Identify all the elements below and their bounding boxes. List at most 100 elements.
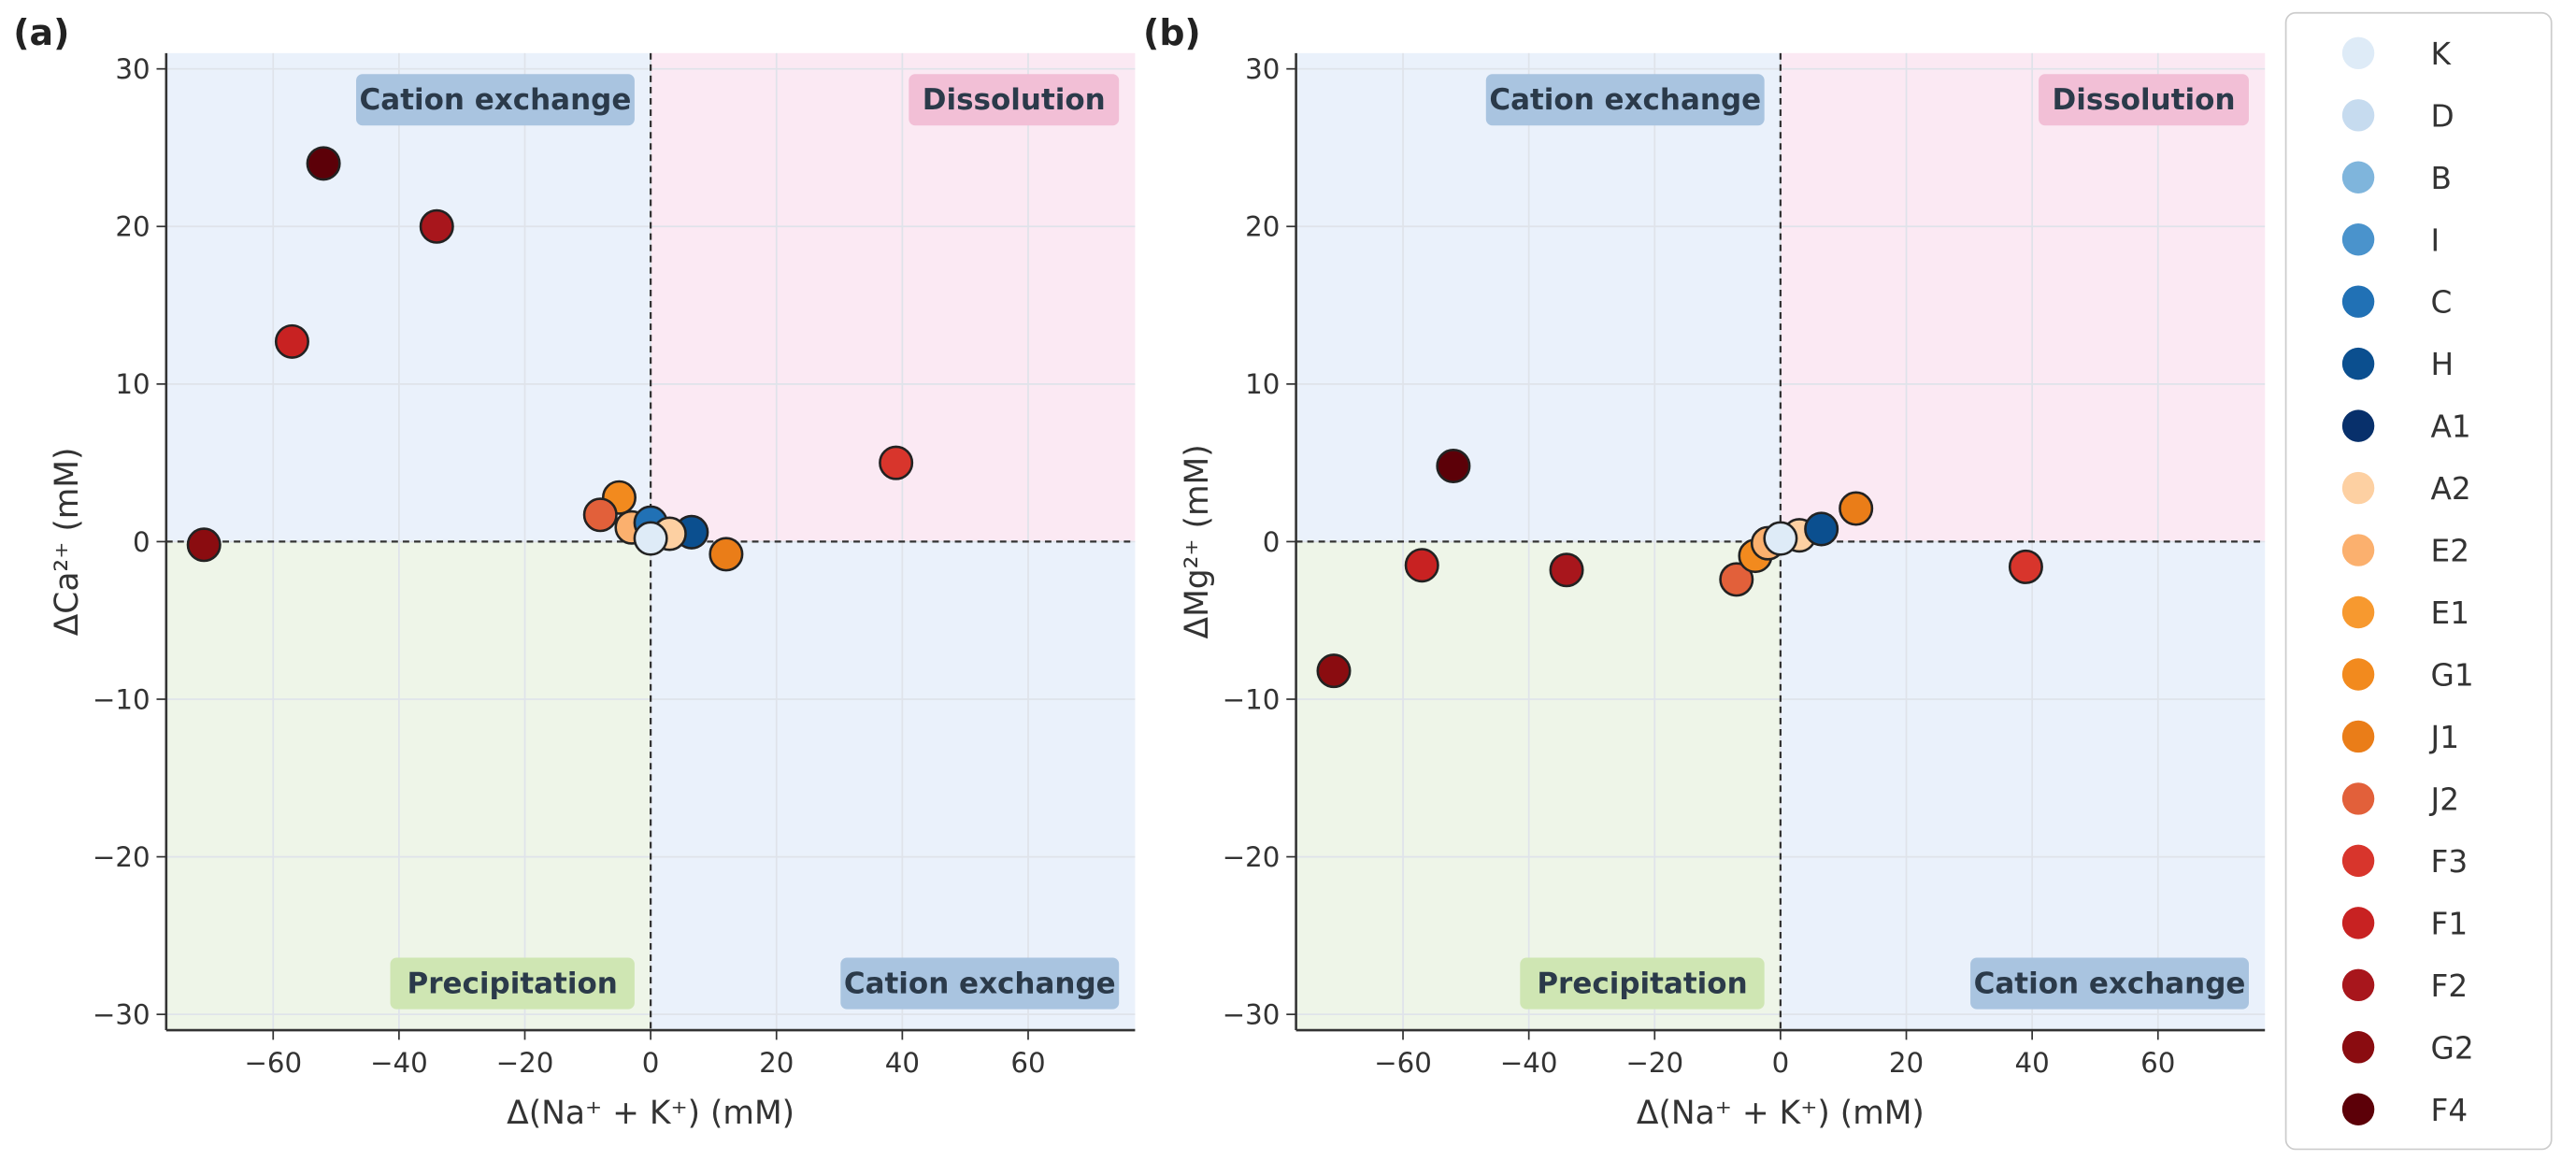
- quadrant-bottom-left: [1295, 541, 1781, 1031]
- y-tick-label: 0: [133, 526, 150, 558]
- x-tick-label: −40: [1500, 1047, 1558, 1079]
- point-F3: [2008, 549, 2043, 584]
- legend-label-G1: G1: [2431, 658, 2474, 694]
- point-G2: [1316, 653, 1352, 689]
- x-tick-label: 40: [885, 1047, 920, 1079]
- legend-label-J1: J1: [2429, 720, 2459, 755]
- y-tick-label: −30: [93, 999, 150, 1031]
- quadrant-label-top-right-box: [909, 74, 1120, 126]
- y-tick-label: 30: [115, 53, 150, 85]
- y-tick-label: −10: [1223, 683, 1281, 715]
- legend-marker-F4: [2341, 1093, 2375, 1125]
- x-tick-label: 20: [759, 1047, 794, 1079]
- point-F1: [274, 323, 309, 359]
- legend-marker-E1: [2341, 595, 2375, 629]
- quadrant-label-bottom-left-box: [1520, 957, 1765, 1010]
- y-tick-label: 30: [1245, 53, 1280, 85]
- point-F4: [1436, 448, 1471, 484]
- point-F2: [1549, 552, 1584, 588]
- point-K: [1763, 521, 1798, 556]
- legend-label-F2: F2: [2431, 968, 2469, 1004]
- legend-label-H: H: [2431, 347, 2454, 382]
- point-H: [1804, 511, 1839, 547]
- panel-label: (b): [1143, 12, 1201, 53]
- quadrant-label-bottom-right-box: [840, 957, 1120, 1010]
- legend-label-F3: F3: [2431, 844, 2469, 880]
- legend-marker-D: [2341, 99, 2375, 132]
- x-tick-label: 40: [2015, 1047, 2050, 1079]
- quadrant-top-right: [1780, 52, 2266, 542]
- legend-label-J2: J2: [2429, 781, 2459, 817]
- legend-label-F4: F4: [2431, 1093, 2469, 1128]
- y-tick-label: 10: [1245, 368, 1280, 400]
- quadrant-top-left: [1295, 52, 1781, 542]
- legend-label-E1: E1: [2431, 595, 2469, 631]
- quadrant-bottom-left: [165, 541, 651, 1031]
- legend-frame: [2284, 11, 2553, 1151]
- panel-a: −60 −40 −20 0 20 40 60 −30 −20 −10 0 10 20 30 Cation e…: [13, 12, 1136, 1132]
- quadrant-label-bottom-right-box: [1970, 957, 2249, 1010]
- legend-label-I: I: [2431, 222, 2440, 258]
- quadrant-label-bottom-left: Precipitation: [1537, 967, 1747, 1000]
- quadrant-label-top-left: Cation exchange: [1489, 83, 1761, 117]
- y-tick-label: 0: [1263, 526, 1281, 558]
- legend-label-E2: E2: [2431, 534, 2469, 569]
- legend-marker-F3: [2341, 844, 2375, 878]
- quadrant-label-top-left-box: [356, 74, 635, 126]
- x-tick-label: 0: [1772, 1047, 1790, 1079]
- y-axis-label: ΔCa²⁺ (mM): [49, 448, 86, 637]
- x-tick-label: 0: [642, 1047, 660, 1079]
- x-tick-label: −60: [1374, 1047, 1432, 1079]
- quadrant-label-top-left-box: [1485, 74, 1765, 126]
- x-tick-label: −20: [1625, 1047, 1683, 1079]
- point-J1: [1839, 491, 1874, 526]
- quadrant-label-top-left: Cation exchange: [360, 83, 632, 117]
- legend-marker-E2: [2341, 534, 2375, 566]
- point-G2: [186, 527, 222, 563]
- y-tick-label: 10: [115, 368, 150, 400]
- legend-marker-I: [2341, 223, 2375, 256]
- legend-marker-G2: [2341, 1031, 2375, 1064]
- quadrant-bottom-right: [1780, 541, 2266, 1031]
- legend-label-A1: A1: [2431, 409, 2471, 445]
- y-tick-label: 20: [1245, 211, 1280, 243]
- legend-marker-A2: [2341, 471, 2375, 505]
- y-tick-label: −20: [1223, 841, 1281, 873]
- x-axis-label: Δ(Na⁺ + K⁺) (mM): [1637, 1095, 1925, 1132]
- legend-marker-C: [2341, 285, 2375, 318]
- point-J2: [582, 497, 618, 533]
- legend-marker-F2: [2341, 968, 2375, 1002]
- quadrant-label-bottom-right: Cation exchange: [844, 967, 1116, 1000]
- point-K: [633, 521, 668, 556]
- y-tick-label: −10: [93, 683, 150, 715]
- panel-label: (a): [13, 12, 69, 53]
- x-tick-label: −60: [244, 1047, 302, 1079]
- legend-marker-K: [2341, 36, 2375, 70]
- legend-marker-G1: [2341, 658, 2375, 691]
- legend-label-G2: G2: [2431, 1030, 2474, 1066]
- quadrant-label-bottom-left-box: [390, 957, 635, 1010]
- quadrant-label-top-right-box: [2039, 74, 2249, 126]
- y-tick-label: −30: [1223, 999, 1281, 1031]
- legend-marker-J2: [2341, 782, 2375, 815]
- point-F1: [1404, 548, 1439, 583]
- y-tick-label: 20: [115, 211, 150, 243]
- quadrant-label-top-right: Dissolution: [923, 83, 1106, 117]
- x-axis-label: Δ(Na⁺ + K⁺) (mM): [507, 1095, 794, 1132]
- x-tick-label: 20: [1889, 1047, 1924, 1079]
- point-F4: [306, 146, 341, 181]
- legend-label-D: D: [2431, 98, 2454, 134]
- quadrant-top-left: [165, 52, 651, 542]
- x-tick-label: −40: [370, 1047, 428, 1079]
- y-axis-label: ΔMg²⁺ (mM): [1179, 444, 1216, 638]
- legend-marker-B: [2341, 161, 2375, 193]
- y-tick-label: −20: [93, 841, 150, 873]
- point-F2: [419, 208, 454, 244]
- quadrant-label-top-right: Dissolution: [2053, 83, 2236, 117]
- legend-label-A2: A2: [2431, 471, 2471, 507]
- x-tick-label: 60: [2140, 1047, 2175, 1079]
- x-tick-label: 60: [1010, 1047, 1045, 1079]
- point-J1: [708, 537, 744, 572]
- legend-label-F1: F1: [2431, 906, 2469, 941]
- legend-marker-J1: [2341, 720, 2375, 753]
